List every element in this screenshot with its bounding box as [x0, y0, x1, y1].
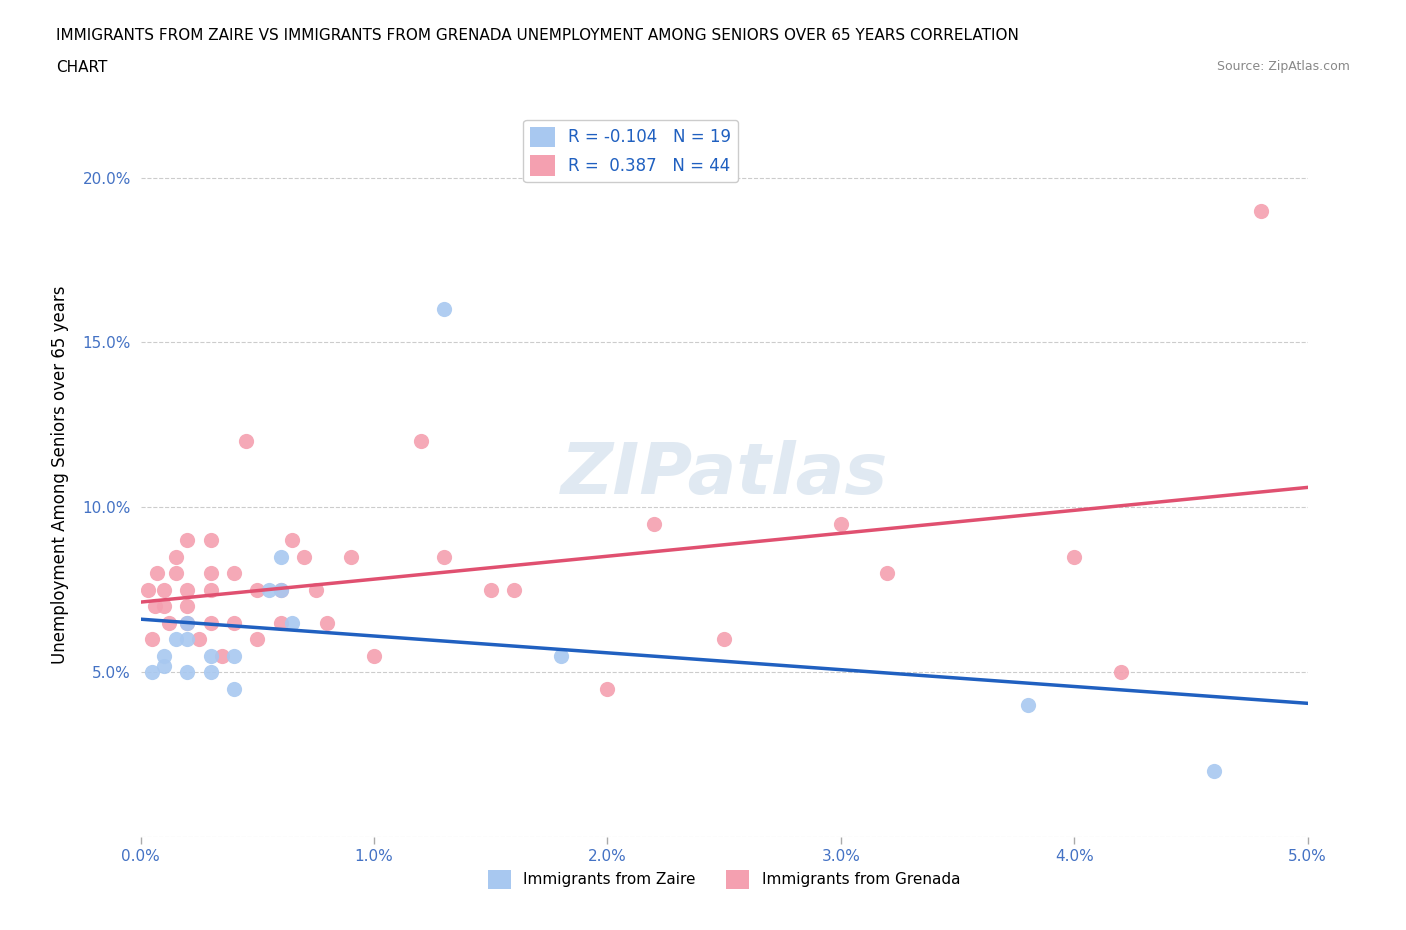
Text: IMMIGRANTS FROM ZAIRE VS IMMIGRANTS FROM GRENADA UNEMPLOYMENT AMONG SENIORS OVER: IMMIGRANTS FROM ZAIRE VS IMMIGRANTS FROM…: [56, 28, 1019, 43]
Point: [157, 616, 180, 631]
Point: [1250, 203, 1272, 218]
Point: [143, 599, 166, 614]
Point: [200, 533, 222, 548]
Point: [176, 631, 198, 646]
Point: [270, 616, 292, 631]
Y-axis label: Unemployment Among Seniors over 65 years: Unemployment Among Seniors over 65 years: [51, 286, 69, 663]
Point: [830, 516, 852, 531]
Point: [200, 565, 222, 580]
Point: [235, 434, 257, 449]
Point: [281, 533, 304, 548]
Point: [1204, 764, 1226, 778]
Point: [200, 582, 222, 597]
Point: [222, 648, 245, 663]
Point: [550, 648, 572, 663]
Point: [141, 631, 163, 646]
Point: [281, 616, 304, 631]
Point: [1063, 550, 1085, 565]
Point: [211, 648, 233, 663]
Text: CHART: CHART: [56, 60, 108, 75]
Point: [146, 565, 169, 580]
Point: [433, 550, 456, 565]
Point: [503, 582, 526, 597]
Point: [270, 582, 292, 597]
Point: [270, 582, 292, 597]
Point: [479, 582, 502, 597]
Point: [176, 616, 198, 631]
Point: [176, 616, 198, 631]
Text: ZIPatlas: ZIPatlas: [561, 440, 887, 509]
Point: [222, 681, 245, 696]
Point: [257, 582, 280, 597]
Point: [200, 616, 222, 631]
Point: [136, 582, 159, 597]
Point: [305, 582, 328, 597]
Point: [200, 648, 222, 663]
Point: [246, 631, 269, 646]
Point: [153, 599, 176, 614]
Point: [292, 550, 315, 565]
Point: [153, 658, 176, 673]
Point: [339, 550, 361, 565]
Point: [363, 648, 385, 663]
Point: [409, 434, 432, 449]
Point: [153, 648, 176, 663]
Point: [176, 582, 198, 597]
Point: [153, 582, 176, 597]
Point: [1017, 698, 1039, 712]
Point: [1109, 665, 1132, 680]
Point: [165, 631, 187, 646]
Point: [165, 550, 187, 565]
Point: [433, 302, 456, 317]
Point: [165, 565, 187, 580]
Point: [222, 565, 245, 580]
Point: [246, 582, 269, 597]
Legend: Immigrants from Zaire, Immigrants from Grenada: Immigrants from Zaire, Immigrants from G…: [482, 864, 966, 895]
Point: [176, 599, 198, 614]
Point: [876, 565, 898, 580]
Point: [176, 533, 198, 548]
Point: [643, 516, 665, 531]
Point: [200, 665, 222, 680]
Text: Source: ZipAtlas.com: Source: ZipAtlas.com: [1216, 60, 1350, 73]
Point: [596, 681, 619, 696]
Point: [270, 550, 292, 565]
Point: [141, 665, 163, 680]
Point: [222, 616, 245, 631]
Point: [316, 616, 339, 631]
Point: [176, 665, 198, 680]
Point: [188, 631, 211, 646]
Point: [713, 631, 735, 646]
